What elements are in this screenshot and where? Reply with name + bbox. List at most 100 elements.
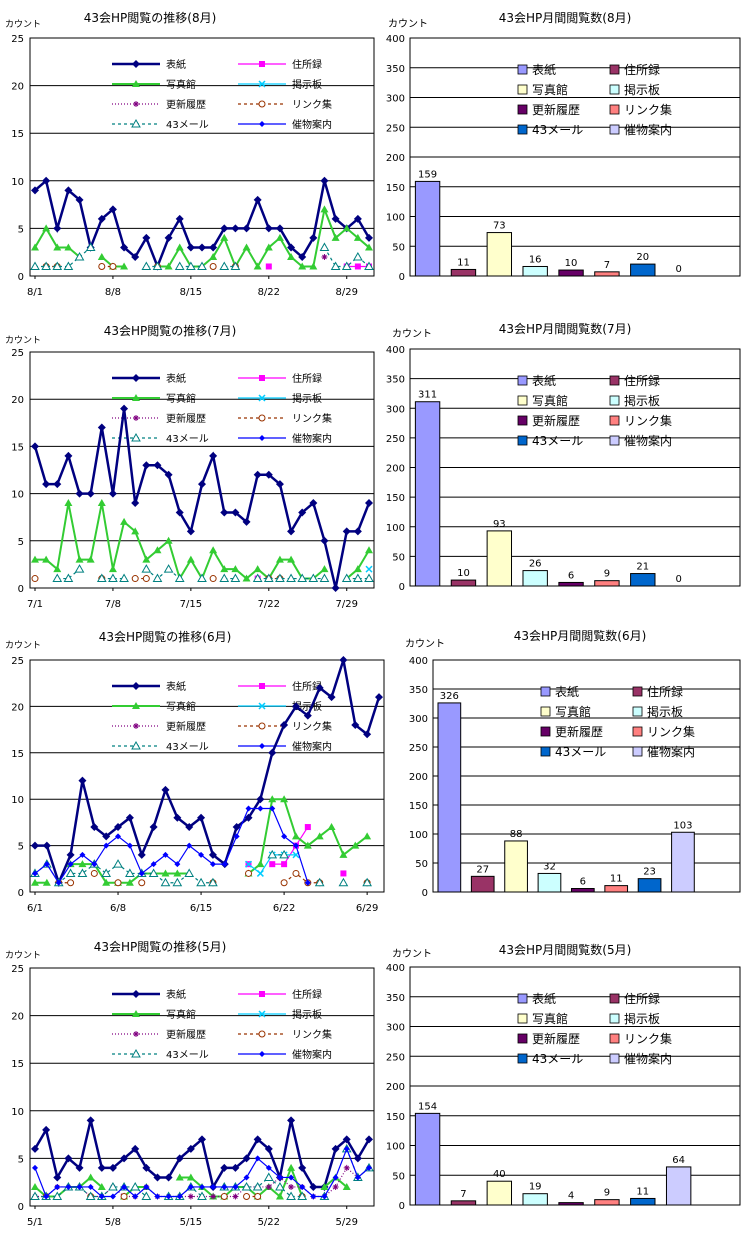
data-point — [279, 849, 289, 859]
x-tick-label: 7/15 — [180, 599, 202, 610]
y-tick-label: 100 — [409, 830, 428, 841]
data-point — [331, 233, 340, 241]
data-point — [320, 536, 329, 545]
bar-chart-1: 43会HP月間閲覧数(8月)カウント0501001502002503003504… — [386, 10, 741, 283]
data-point — [199, 1183, 205, 1190]
data-point — [141, 261, 152, 270]
data-point — [210, 1183, 217, 1190]
legend-marker — [259, 1051, 265, 1057]
x-tick-label: 8/22 — [258, 287, 280, 298]
data-point — [268, 748, 277, 757]
legend-label: リンク集 — [292, 720, 332, 733]
data-point — [32, 870, 38, 877]
data-label: 0 — [675, 264, 681, 275]
legend-label: 更新履歴 — [532, 1031, 580, 1046]
bar — [570, 888, 595, 893]
data-point — [299, 1183, 306, 1190]
data-point — [286, 573, 296, 583]
data-point — [340, 870, 347, 877]
data-point — [365, 243, 373, 251]
data-point — [102, 832, 111, 841]
data-point — [149, 823, 158, 832]
legend-label: 写真館 — [166, 392, 196, 405]
bar — [486, 530, 513, 587]
data-point — [263, 573, 274, 583]
data-point — [351, 841, 360, 849]
data-point — [125, 878, 134, 886]
data-point — [43, 1193, 50, 1200]
data-point — [53, 480, 62, 489]
data-point — [31, 555, 39, 563]
data-point — [353, 565, 362, 573]
data-point — [126, 842, 133, 849]
bar — [637, 878, 662, 893]
data-point — [309, 233, 318, 242]
data-point — [103, 842, 110, 849]
legend-marker — [259, 375, 265, 381]
data-point — [164, 262, 173, 270]
legend-swatch — [632, 706, 643, 717]
data-point — [152, 573, 163, 583]
x-tick-label: 8/1 — [27, 287, 43, 298]
legend-swatch — [609, 415, 620, 426]
data-point — [287, 555, 296, 563]
data-point — [197, 813, 206, 822]
data-point — [353, 214, 362, 223]
data-point — [220, 1163, 229, 1172]
legend-label: 掲示板 — [624, 393, 660, 408]
data-point — [309, 262, 318, 270]
y-tick-label: 0 — [18, 272, 24, 283]
y-tick-label: 20 — [11, 82, 24, 93]
data-point — [264, 470, 273, 479]
data-point — [41, 261, 51, 270]
data-point — [55, 879, 62, 886]
data-point — [253, 565, 262, 573]
y-tick-label: 150 — [409, 801, 428, 812]
data-point — [175, 1154, 184, 1163]
legend-label: 表紙 — [166, 372, 186, 385]
plot-frame — [29, 659, 385, 893]
legend-label: 43メール — [532, 434, 583, 448]
data-label: 154 — [418, 1101, 437, 1112]
chart-title: 43会HP月間閲覧数(8月) — [499, 10, 632, 25]
data-point — [303, 711, 312, 720]
legend-marker — [259, 121, 265, 127]
data-point — [315, 683, 324, 692]
bar — [450, 268, 477, 277]
data-point — [130, 1181, 141, 1191]
data-point — [96, 573, 107, 583]
data-point — [101, 868, 112, 877]
data-point — [303, 841, 312, 849]
series-line — [179, 1165, 304, 1199]
y-tick-label: 15 — [11, 129, 24, 140]
legend-marker — [133, 1031, 139, 1037]
data-point — [54, 1183, 61, 1190]
data-label: 93 — [493, 519, 506, 530]
data-point — [197, 261, 207, 270]
legend-marker — [258, 414, 266, 422]
data-point — [275, 573, 285, 583]
data-point — [97, 1182, 106, 1190]
legend-swatch — [540, 726, 551, 737]
data-point — [242, 517, 251, 526]
data-point — [53, 565, 62, 573]
y-tick-label: 50 — [392, 1171, 405, 1182]
y-tick-label: 5 — [18, 842, 24, 853]
legend-label: 掲示板 — [292, 78, 322, 91]
data-point — [269, 805, 276, 812]
data-point — [197, 573, 207, 583]
data-point — [109, 1193, 116, 1200]
y-tick-label: 350 — [409, 685, 428, 696]
data-point — [364, 261, 374, 270]
data-point — [42, 1125, 51, 1134]
y-axis-label: カウント — [5, 335, 41, 346]
y-axis-label: カウント — [5, 640, 41, 651]
data-point — [97, 214, 106, 223]
y-tick-label: 10 — [11, 1107, 24, 1118]
data-point — [286, 1191, 296, 1200]
y-tick-label: 400 — [386, 345, 405, 356]
legend-label: 表紙 — [532, 991, 556, 1006]
data-label: 23 — [643, 867, 656, 878]
legend-label: 写真館 — [532, 393, 568, 408]
data-point — [256, 869, 264, 877]
